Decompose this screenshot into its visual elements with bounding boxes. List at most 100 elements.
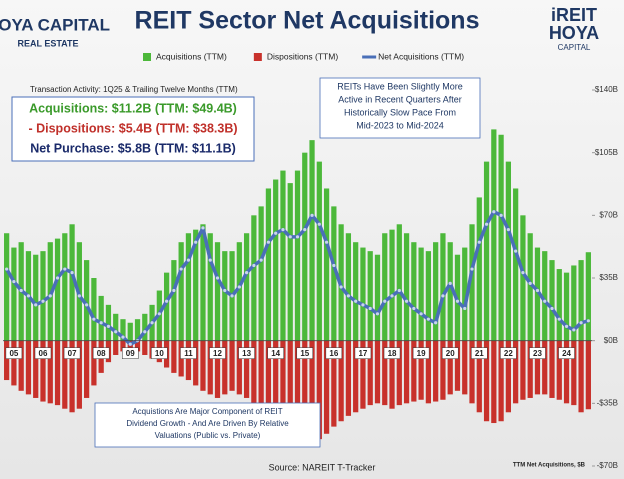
net-point <box>150 321 154 325</box>
x-tick-box <box>151 347 168 359</box>
net-point <box>441 294 445 298</box>
annotation-line: Acquistions Are Major Component of REIT <box>132 407 282 416</box>
bar <box>411 340 417 402</box>
net-point <box>564 324 569 328</box>
bar <box>374 340 381 404</box>
bar <box>222 251 228 341</box>
bar <box>185 233 192 341</box>
overlay: 05 06 07 08 09 10 11 12 13 14 15 16 17 18 19 20 21 22 23 24… <box>3 51 592 472</box>
net-point <box>85 303 89 307</box>
x-tick-label: 05 <box>9 349 18 358</box>
net-point <box>223 288 227 293</box>
net-point <box>114 330 118 334</box>
x-tick-box <box>383 347 401 359</box>
x-tick-label: 11 <box>184 349 193 358</box>
bar <box>214 242 221 341</box>
subtitle: Transaction Activity: 1Q25 & Trailing Tw… <box>30 85 238 94</box>
net-point <box>528 281 532 285</box>
net-point <box>499 213 503 217</box>
y-tick-label: -$35B <box>597 398 618 407</box>
legend-label: Dispositions (TTM) <box>267 51 338 61</box>
bar <box>462 247 468 341</box>
x-tick-label: 06 <box>39 349 48 358</box>
net-point <box>557 317 561 321</box>
bar <box>382 340 388 406</box>
bar <box>25 340 32 395</box>
bar <box>258 206 264 341</box>
net-point <box>383 299 387 303</box>
bar <box>563 340 570 404</box>
net-point <box>194 240 198 244</box>
logo-right-sub: CAPITAL <box>558 43 591 52</box>
bar <box>578 340 584 413</box>
net-point <box>237 285 241 289</box>
net-point <box>361 303 365 307</box>
bar <box>258 340 264 409</box>
x-tick-label: 22 <box>504 349 513 358</box>
net-point <box>506 228 510 232</box>
annotation-line: Valuations (Public vs. Private) <box>155 431 261 440</box>
bar <box>142 340 148 355</box>
logo-right: iREIT <box>551 5 597 25</box>
bar <box>127 322 133 341</box>
annotation-box <box>94 402 321 448</box>
bar <box>491 340 497 424</box>
source: Source: NAREIT T-Tracker <box>269 462 376 472</box>
bar <box>294 170 301 341</box>
bar <box>265 188 272 341</box>
x-tick-label: 12 <box>213 349 222 358</box>
bar <box>418 340 424 400</box>
net-point <box>70 271 74 275</box>
bar <box>542 251 548 341</box>
net-point <box>484 222 489 226</box>
bar <box>207 340 213 395</box>
bar <box>382 233 388 341</box>
net-point <box>281 228 285 232</box>
bar <box>309 140 315 341</box>
annotation-line: Mid-2023 to Mid-2024 <box>356 120 444 130</box>
bar <box>476 340 482 413</box>
bar <box>542 340 548 395</box>
net-point <box>77 294 81 298</box>
x-tick-label: 24 <box>562 349 571 358</box>
net-point <box>186 258 191 262</box>
bar <box>323 188 330 341</box>
bar <box>84 260 90 341</box>
bar <box>498 340 504 422</box>
x-tick-label: 19 <box>417 349 426 358</box>
bar <box>396 340 402 406</box>
bar <box>534 247 541 341</box>
summary-line: Net Purchase: $5.8B (TTM: $11.1B) <box>30 141 236 155</box>
axis-note: TTM Net Acquisitions, $B <box>513 463 586 469</box>
x-tick-box <box>354 347 372 359</box>
bar <box>389 340 395 409</box>
bar <box>571 340 577 406</box>
x-tick-label: 13 <box>242 349 251 358</box>
x-tick-box <box>63 347 81 359</box>
net-point <box>470 267 474 271</box>
bar <box>91 278 97 341</box>
net-point <box>332 263 336 268</box>
x-tick-box <box>500 347 517 359</box>
bar <box>229 340 235 391</box>
bar <box>578 260 584 341</box>
bar <box>309 340 315 445</box>
logo-right: HOYA <box>549 23 599 43</box>
chart-title: REIT Sector Net Acquisitions <box>135 7 480 35</box>
y-tick-label: $70B <box>599 210 618 219</box>
bar <box>280 170 286 341</box>
bar <box>265 340 272 413</box>
net-point <box>543 299 547 303</box>
bar <box>403 233 410 341</box>
net-point <box>310 213 314 217</box>
x-tick-box <box>441 347 459 359</box>
bar <box>338 340 344 422</box>
annotation-line: Historically Slow Pace From <box>344 107 456 117</box>
bar <box>367 251 373 341</box>
net-point <box>26 294 31 298</box>
legend-swatch <box>143 53 151 61</box>
bar <box>469 224 475 341</box>
bar <box>62 340 68 409</box>
bar <box>178 242 184 341</box>
bar <box>403 340 410 404</box>
